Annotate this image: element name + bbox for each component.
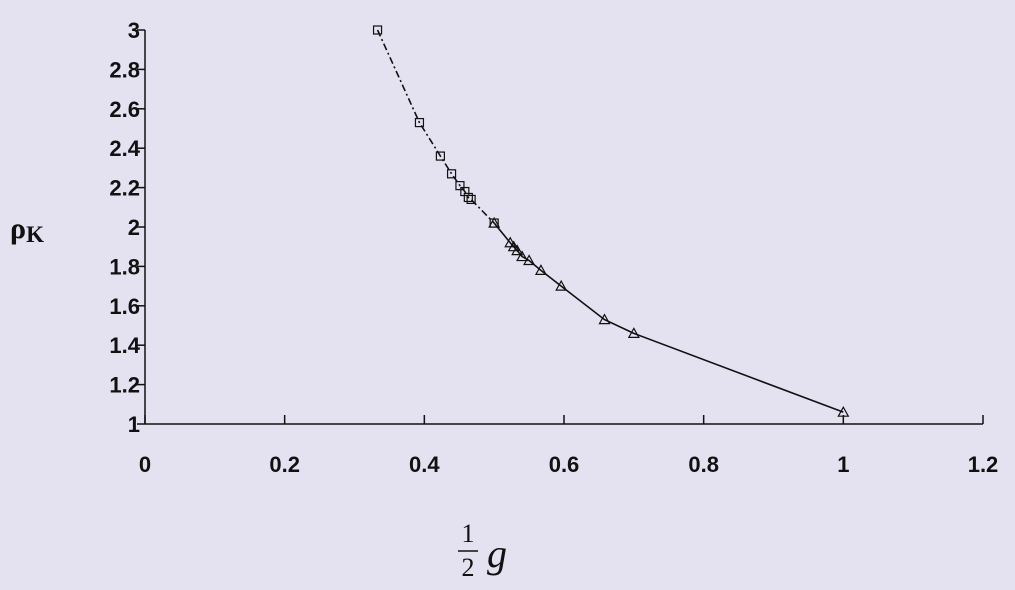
y-tick-label: 1.8 [109,254,140,279]
data-point [488,216,501,228]
data-point [516,250,529,262]
axes [144,30,983,425]
y-tick-label: 1.4 [109,333,140,358]
y-ticks: 1 1.2 1.4 1.6 1.8 2 2.2 2.4 2.6 2.8 3 [109,18,145,437]
x-tick-label: 0.6 [549,452,580,477]
y-axis-label: ρK [10,212,44,247]
data-point [435,151,445,161]
y-tick-label: 1.2 [109,373,140,398]
data-point [446,169,457,179]
x-tick-label: 0.4 [409,452,440,477]
x-tick-label: 1 [837,452,849,477]
data-point [511,244,524,256]
data-point [534,264,547,275]
x-tick-label: 1.2 [968,452,999,477]
x-label-denominator: 2 [462,553,475,582]
x-label-variable: g [487,531,507,576]
y-tick-label: 2 [128,215,140,240]
y-tick-label: 2.8 [109,57,140,82]
data-point [523,254,536,266]
data-point [372,25,383,35]
x-axis-label: 1 2 g [458,519,507,582]
y-tick-label: 1 [128,412,140,437]
data-point [555,279,568,291]
data-point [414,117,425,128]
x-tick-label: 0.8 [688,452,719,477]
data-point [598,313,611,325]
data-point [455,181,465,191]
x-tick-label: 0.2 [269,452,300,477]
data-point [463,192,473,203]
y-tick-label: 2.4 [109,136,140,161]
series-markers [372,25,850,417]
y-tick-label: 1.6 [109,294,140,319]
y-tick-label: 3 [128,18,140,43]
data-point [837,405,850,417]
series-1-line [376,29,495,224]
data-point [627,327,640,338]
x-label-numerator: 1 [462,519,475,548]
x-tick-label: 0 [139,452,151,477]
series-lines [376,29,844,413]
y-tick-label: 2.2 [109,176,140,201]
y-tick-label: 2.6 [109,97,140,122]
x-ticks: 0 0.2 0.4 0.6 0.8 1 1.2 [139,415,998,477]
data-point [466,194,476,205]
series-2-line [493,222,844,413]
